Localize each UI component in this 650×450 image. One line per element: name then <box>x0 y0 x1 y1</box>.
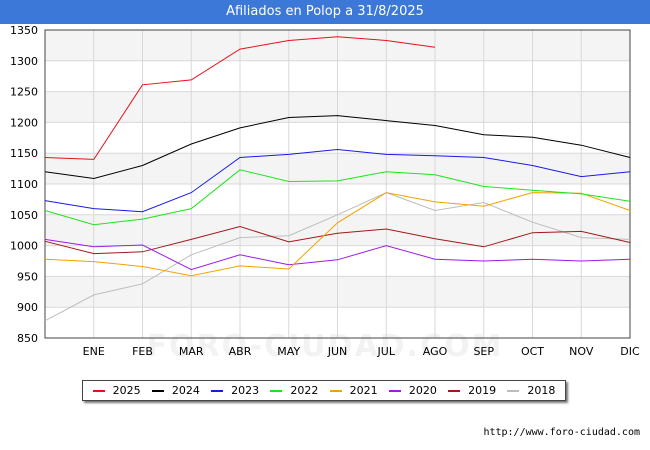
legend-item-2023: 2023 <box>211 384 259 397</box>
x-tick-label: OCT <box>521 345 544 358</box>
legend-label: 2020 <box>408 384 437 397</box>
legend-item-2020: 2020 <box>388 384 437 397</box>
legend-item-2021: 2021 <box>329 384 378 397</box>
legend-item-2024: 2024 <box>151 384 200 397</box>
plot-area <box>44 29 631 339</box>
y-tick-label: 850 <box>17 332 38 345</box>
x-tick-label: MAR <box>179 345 204 358</box>
chart-title: Afiliados en Polop a 31/8/2025 <box>0 0 650 24</box>
legend-label: 2021 <box>349 384 378 397</box>
series-line-2023 <box>44 148 631 213</box>
y-tick-label: 1300 <box>10 55 38 68</box>
legend-swatch <box>92 389 105 392</box>
x-tick-label: DIC <box>620 345 640 358</box>
series-line-2020 <box>44 238 631 271</box>
x-tick-label: SEP <box>473 345 494 358</box>
y-tick-label: 1050 <box>10 209 38 222</box>
series-line-2018 <box>44 192 631 322</box>
x-tick-label: NOV <box>569 345 594 358</box>
y-tick-label: 1350 <box>10 24 38 37</box>
x-tick-label: JUL <box>377 345 396 358</box>
y-tick-label: 900 <box>17 301 38 314</box>
legend-swatch <box>507 389 520 392</box>
y-tick-label: 950 <box>17 270 38 283</box>
legend-swatch <box>211 389 224 392</box>
legend-label: 2019 <box>468 384 497 397</box>
x-tick-label: ABR <box>229 345 252 358</box>
legend-item-2019: 2019 <box>448 384 496 397</box>
x-tick-label: JUN <box>327 345 348 358</box>
series-line-2025 <box>44 36 436 160</box>
y-tick-label: 1000 <box>10 240 38 253</box>
legend-label: 2022 <box>290 384 319 397</box>
series-line-2024 <box>44 115 631 180</box>
y-tick-label: 1100 <box>10 178 38 191</box>
legend-item-2018: 2018 <box>507 384 555 397</box>
x-tick-label: AGO <box>423 345 448 358</box>
watermark: FORO-CIUDAD.COM <box>146 329 504 364</box>
x-tick-label: MAY <box>277 345 300 358</box>
y-tick-label: 1200 <box>10 116 38 129</box>
x-tick-label: ENE <box>83 345 105 358</box>
chart-legend: 2025 2024 2023 2022 2021 2020 2019 2018 <box>82 380 566 401</box>
legend-label: 2024 <box>171 384 200 397</box>
legend-item-2025: 2025 <box>92 384 141 397</box>
legend-swatch <box>151 389 164 392</box>
series-line-2019 <box>44 225 631 255</box>
legend-swatch <box>388 389 401 392</box>
source-url: http://www.foro-ciudad.com <box>483 427 640 438</box>
legend-label: 2023 <box>231 384 260 397</box>
legend-swatch <box>448 389 461 392</box>
series-line-2022 <box>44 169 631 226</box>
legend-item-2022: 2022 <box>270 384 318 397</box>
series-line-2021 <box>44 192 631 277</box>
y-tick-label: 1250 <box>10 86 38 99</box>
legend-label: 2025 <box>112 384 141 397</box>
legend-label: 2018 <box>527 384 556 397</box>
y-tick-label: 1150 <box>10 147 38 160</box>
x-tick-label: FEB <box>132 345 153 358</box>
legend-swatch <box>329 389 342 392</box>
legend-swatch <box>270 389 283 392</box>
